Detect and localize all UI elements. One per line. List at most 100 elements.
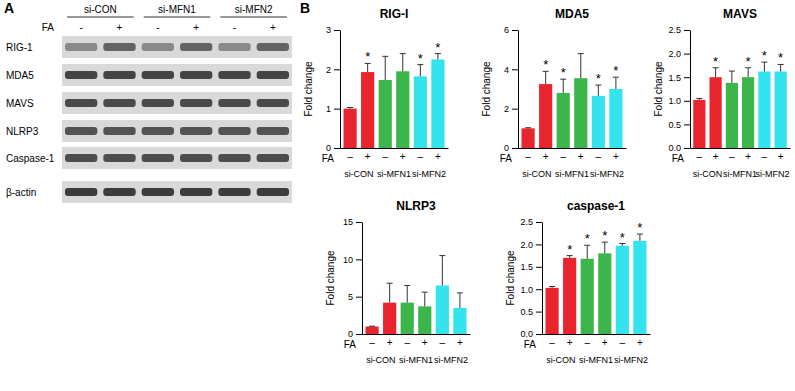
group-label: si-MFN1 — [579, 355, 613, 365]
x-tick-label: + — [543, 151, 549, 162]
error-bar-stem — [764, 62, 765, 71]
error-bar-stem — [459, 293, 460, 308]
group-label: si-MFN2 — [412, 169, 446, 179]
bar — [598, 253, 611, 334]
bar — [726, 83, 738, 148]
group-label: si-CON — [522, 169, 552, 179]
error-bar — [387, 283, 393, 302]
y-tick-label: 0.5 — [668, 120, 681, 130]
y-tick: 1.0 — [668, 96, 690, 106]
chart: 0123–+–+–+FAsi-CONsi-MFN1si-MFN2RIG-IFol… — [303, 7, 449, 179]
plot-area — [693, 62, 786, 148]
bar — [453, 308, 466, 334]
y-tick-label: 1.0 — [668, 96, 681, 106]
error-bar — [404, 285, 410, 302]
bar — [383, 303, 396, 334]
error-bar-stem — [545, 71, 546, 84]
blot-membrane — [62, 147, 292, 169]
x-label: FA — [524, 339, 537, 350]
bar — [401, 303, 414, 334]
blot-band — [257, 127, 289, 135]
y-tick: 10 — [343, 255, 362, 265]
y-tick-label: 3 — [326, 25, 331, 35]
blot-band — [257, 43, 289, 51]
x-tick-label: + — [713, 151, 719, 162]
bar — [436, 285, 449, 334]
blot-band — [142, 99, 174, 107]
blot-band — [142, 43, 174, 51]
chart: 051015–+–+–+FAsi-CONsi-MFN1si-MFN2NLRP3F… — [325, 199, 471, 365]
x-tick-label: – — [369, 337, 375, 348]
bar — [633, 241, 646, 334]
bar — [742, 77, 754, 148]
y-tick-mark — [684, 124, 690, 125]
x-tick-label: – — [596, 151, 602, 162]
blot-group-line — [144, 17, 211, 18]
x-tick: – — [762, 148, 768, 162]
y-axis: 0.00.51.01.52.02.5 — [520, 217, 542, 339]
x-tick-label: – — [418, 151, 424, 162]
blot-band — [180, 188, 212, 196]
x-tick-label: – — [549, 337, 555, 348]
x-axis-line — [691, 148, 791, 149]
error-bar — [382, 56, 388, 80]
blot-band — [103, 188, 135, 196]
y-tick-label: 1.5 — [520, 262, 533, 272]
y-tick: 0.5 — [668, 120, 690, 130]
y-tick: 0 — [504, 143, 518, 153]
y-tick-label: 0.0 — [668, 143, 681, 153]
x-tick: – — [404, 334, 410, 348]
error-bar — [369, 326, 375, 327]
y-tick-mark — [356, 297, 362, 298]
error-bar — [347, 107, 353, 108]
annotation: * — [567, 242, 572, 257]
panel-label: A — [4, 0, 14, 16]
error-bar — [713, 68, 719, 77]
blot-band — [180, 127, 212, 135]
group-label: si-MFN2 — [590, 169, 624, 179]
y-tick-mark — [536, 222, 542, 223]
bar — [344, 109, 357, 148]
blot-band — [180, 43, 212, 51]
x-tick-label: – — [729, 151, 735, 162]
plot-area — [522, 54, 623, 148]
y-tick-label: 5 — [348, 292, 353, 302]
bar — [522, 128, 535, 148]
bar — [693, 100, 705, 148]
blot-band — [142, 127, 174, 135]
y-tick: 0 — [348, 329, 362, 339]
x-tick: + — [602, 334, 608, 348]
plot-area — [344, 54, 445, 148]
blot-membrane — [62, 64, 292, 86]
chart: 0246–+–+–+FAsi-CONsi-MFN1si-MFN2MDA5Fold… — [481, 7, 627, 179]
bar — [396, 71, 409, 148]
error-bar-stem — [385, 56, 386, 80]
blot-band — [180, 154, 212, 162]
error-bar-stem — [604, 242, 605, 253]
error-bar-stem — [580, 54, 581, 79]
y-tick-label: 1.0 — [520, 285, 533, 295]
blot-band — [218, 71, 250, 79]
y-tick-label: 0.0 — [520, 329, 533, 339]
error-bar — [584, 245, 590, 258]
y-tick: 1 — [326, 104, 340, 114]
error-bar-stem — [407, 285, 408, 302]
x-axis-line — [341, 148, 449, 149]
x-tick-label: + — [745, 151, 751, 162]
y-axis-line — [518, 31, 519, 149]
y-tick-mark — [512, 69, 518, 70]
y-tick-label: 2.0 — [520, 240, 533, 250]
blot-band — [257, 71, 289, 79]
y-tick-label: 0 — [348, 329, 353, 339]
y-axis-line — [542, 223, 543, 335]
y-tick: 6 — [504, 25, 518, 35]
y-tick-label: 4 — [504, 65, 509, 75]
x-tick-label: + — [457, 337, 463, 348]
error-bar-cap — [382, 56, 388, 57]
annotation: * — [602, 228, 607, 243]
blot-band — [103, 127, 135, 135]
bar — [616, 246, 629, 334]
error-bar-stem — [424, 292, 425, 306]
x-axis: –+–+–+ — [543, 334, 651, 348]
y-tick-mark — [334, 109, 340, 110]
